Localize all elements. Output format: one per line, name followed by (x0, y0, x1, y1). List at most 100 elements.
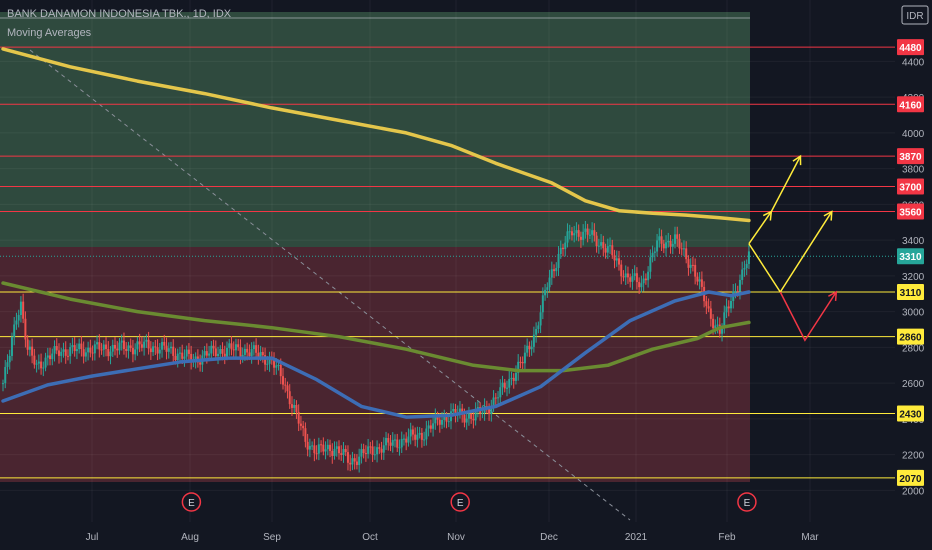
candle-body (497, 397, 500, 399)
indicator-label[interactable]: Moving Averages (7, 27, 92, 39)
candle-body (528, 345, 531, 350)
candle-body (120, 340, 123, 343)
candle-body (165, 345, 168, 352)
candle-body (492, 397, 495, 408)
level-label-bg-2860 (897, 328, 924, 345)
candle-body (488, 408, 491, 415)
candle-body (600, 242, 603, 246)
projection-arrow-end-head-0 (792, 154, 802, 166)
price-tick-2000: 2000 (902, 486, 925, 497)
candle-body (635, 273, 638, 283)
candle-body (490, 407, 493, 415)
level-label-bg-3870 (897, 148, 924, 165)
candle-body (42, 367, 45, 369)
candle-body (355, 461, 358, 466)
candle-body (674, 234, 676, 244)
level-label-bg-4160 (897, 96, 924, 113)
moving-average-line-1 (1, 281, 751, 373)
candle-body (389, 442, 392, 446)
candle-body (387, 438, 390, 443)
candle-body (539, 312, 542, 326)
candle-body (100, 349, 103, 351)
candle-body (371, 446, 374, 455)
candle-body (91, 352, 94, 354)
candle-body (676, 234, 679, 239)
price-tick-2200: 2200 (902, 451, 925, 462)
time-axis[interactable]: Jul Aug Sep Oct Nov Dec 2021 Feb Mar (86, 532, 820, 543)
candle-body (730, 300, 732, 309)
candle-body (362, 449, 365, 454)
price-tick-4400: 4400 (902, 57, 925, 68)
candle-body (80, 343, 83, 350)
candle-body (358, 456, 361, 466)
candle-body (667, 240, 670, 243)
time-tick-2: Sep (263, 532, 281, 543)
candle-body (178, 352, 181, 354)
candle-body (727, 306, 730, 309)
candle-body (353, 458, 356, 462)
price-tick-3000: 3000 (902, 308, 925, 319)
candle-body (252, 345, 255, 350)
candle-body (149, 348, 152, 353)
candle-body (651, 252, 654, 258)
candle-body (499, 387, 502, 398)
candle-body (351, 458, 354, 465)
candle-body (143, 341, 146, 348)
level-labels: 4480 4160 3870 3700 3560 3110 2860 2430 2070 3310 (897, 39, 924, 486)
candle-body (747, 251, 750, 264)
candle-body (582, 231, 585, 240)
candle-body (441, 419, 444, 425)
candle-body (35, 363, 38, 365)
candle-body (638, 282, 641, 288)
candle-body (212, 345, 215, 349)
candle-body (78, 343, 81, 350)
candle-body (322, 444, 325, 452)
candle-body (248, 352, 251, 357)
candle-body (234, 344, 237, 351)
time-tick-4: Nov (447, 532, 465, 543)
candle-body (447, 421, 450, 423)
candle-body (443, 416, 446, 420)
candle-body (526, 345, 529, 353)
candle-body (6, 362, 9, 367)
candle-body (575, 230, 578, 234)
candle-body (427, 425, 430, 429)
candle-body (15, 320, 18, 325)
candle-body (127, 345, 130, 351)
currency-badge[interactable]: IDR (901, 5, 929, 25)
candle-body (13, 324, 16, 338)
candle-body (194, 356, 197, 361)
candle-body (369, 446, 372, 448)
candle-body (181, 352, 184, 359)
candle-body (131, 347, 134, 355)
candle-body (629, 277, 632, 282)
candle-body (584, 228, 587, 232)
candle-body (472, 418, 475, 421)
candle-body (546, 287, 549, 290)
candle-body (642, 278, 645, 284)
level-label-2430: 2430 (899, 410, 922, 421)
candle-body (154, 346, 157, 348)
candle-body (37, 361, 40, 364)
candle-body (553, 269, 556, 272)
candle-body (33, 355, 36, 365)
candle-body (588, 234, 591, 236)
candle-body (564, 242, 567, 250)
candle-body (306, 441, 309, 450)
candle-body (506, 387, 508, 389)
level-label-bg-2430 (897, 405, 924, 422)
candle-body (255, 345, 258, 353)
candle-body (481, 412, 484, 414)
candle-body (172, 346, 175, 356)
level-label-4160: 4160 (899, 100, 922, 111)
price-axis-bg (895, 0, 932, 550)
candle-body (214, 348, 217, 357)
candle-body (261, 351, 264, 356)
candle-body (217, 353, 220, 357)
candle-body (26, 339, 29, 350)
candle-body (593, 230, 596, 236)
level-label-2070: 2070 (899, 474, 922, 485)
candle-body (122, 340, 125, 349)
candle-body (385, 438, 388, 446)
